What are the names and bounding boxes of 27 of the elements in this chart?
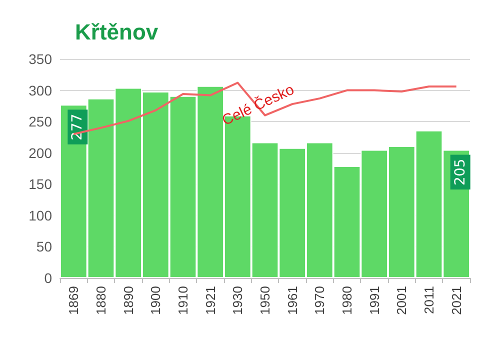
x-tick-label: 1961 (284, 286, 300, 315)
x-tick-label: 2001 (394, 286, 410, 315)
x-tick-label: 2021 (448, 286, 464, 315)
x-tick-label: 1980 (340, 286, 354, 315)
x-tick-label: 1970 (312, 286, 328, 315)
x-tick-label: 1991 (366, 286, 382, 315)
y-tick-label: 100 (28, 207, 52, 224)
y-tick-label: 300 (28, 82, 52, 98)
chart-title: Křtěnov (75, 20, 159, 44)
x-tick-label: 1910 (176, 286, 190, 315)
x-tick-label: 1921 (202, 286, 218, 315)
y-tick-label: 150 (28, 176, 52, 192)
x-tick-label: 1900 (148, 286, 164, 315)
x-tick-label: 1890 (120, 286, 136, 315)
y-tick-label: 200 (28, 144, 52, 161)
y-tick-label: 350 (28, 51, 52, 67)
y-tick-label: 0 (44, 270, 52, 286)
x-tick-label: 1950 (258, 286, 272, 315)
text: Celé Česko (219, 80, 297, 130)
y-tick-label: 50 (36, 238, 52, 255)
x-tick-label: 1880 (94, 286, 108, 315)
x-tick-label: 1930 (230, 286, 246, 315)
x-tick-label: 2011 (422, 286, 436, 314)
y-tick-label: 250 (28, 114, 52, 130)
x-tick-label: 1869 (66, 286, 82, 315)
data-label: 205 (452, 158, 468, 186)
data-label: 277 (70, 114, 86, 140)
